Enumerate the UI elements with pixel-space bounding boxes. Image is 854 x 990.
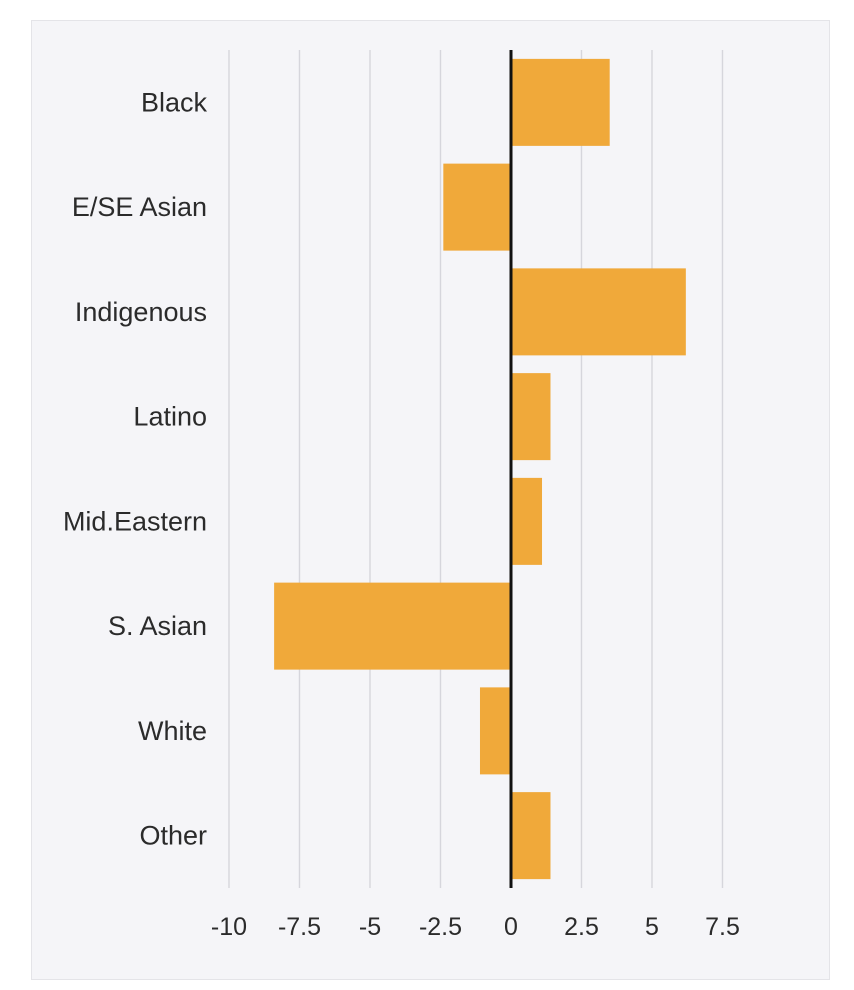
bar-black xyxy=(511,58,610,146)
x-tick-label: -7.5 xyxy=(278,913,321,941)
category-label: Black xyxy=(141,87,208,117)
chart-panel xyxy=(31,20,830,980)
bar-indigenous xyxy=(511,268,686,356)
x-tick-label: 2.5 xyxy=(564,913,599,941)
x-tick-label: 0 xyxy=(504,913,518,941)
bar-e-se-asian xyxy=(443,163,511,251)
bar-white xyxy=(479,687,511,775)
category-label: Other xyxy=(139,821,207,851)
bar-latino xyxy=(511,373,551,461)
bar-mid-eastern xyxy=(511,477,543,565)
bars xyxy=(274,58,686,880)
category-labels: Black E/SE Asian Indigenous Latino Mid.Easte… xyxy=(63,87,208,850)
category-label: E/SE Asian xyxy=(72,192,207,222)
bar-s-asian xyxy=(274,582,511,670)
x-tick-label: -2.5 xyxy=(419,913,462,941)
gridlines xyxy=(228,50,724,888)
x-tick-label: 7.5 xyxy=(705,913,740,941)
x-tick-labels: -10 -7.5 -5 -2.5 0 2.5 5 7.5 xyxy=(211,913,740,941)
category-label: S. Asian xyxy=(108,611,207,641)
category-label: Latino xyxy=(133,402,207,432)
x-tick-label: -5 xyxy=(359,913,381,941)
bar-other xyxy=(511,792,551,880)
category-label: Indigenous xyxy=(75,297,207,327)
x-tick-label: -10 xyxy=(211,913,247,941)
category-label: White xyxy=(138,716,207,746)
category-label: Mid.Eastern xyxy=(63,506,207,536)
x-tick-label: 5 xyxy=(645,913,659,941)
